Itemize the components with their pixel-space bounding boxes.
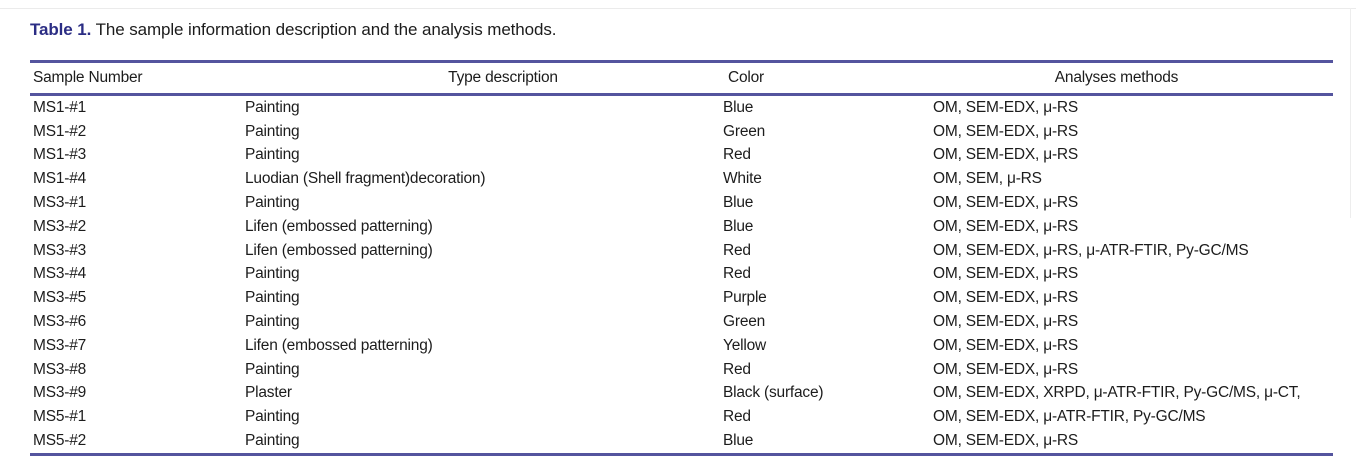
- table-row: MS3-#4 Painting Red OM, SEM-EDX, μ-RS: [30, 263, 1333, 287]
- cell-analyses-methods: OM, SEM-EDX, μ-RS: [933, 122, 1079, 140]
- cell-sample-number: MS3-#3: [33, 241, 87, 259]
- table-row: MS3-#8 Painting Red OM, SEM-EDX, μ-RS: [30, 358, 1333, 382]
- cell-type-description: Painting: [245, 289, 300, 307]
- table-caption: Table 1. The sample information descript…: [30, 18, 1333, 42]
- cell-color: Red: [723, 408, 751, 426]
- cell-sample-number: MS3-#2: [33, 217, 87, 235]
- cell-color: Green: [723, 122, 766, 140]
- table-row: MS3-#3 Lifen (embossed patterning) Red OM, …: [30, 239, 1333, 263]
- cell-color: Green: [723, 313, 766, 331]
- table-row: MS1-#2 Painting Green OM, SEM-EDX, μ-RS: [30, 120, 1333, 144]
- cell-sample-number: MS3-#7: [33, 336, 87, 354]
- cell-sample-number: MS3-#1: [33, 194, 87, 212]
- cell-color: Blue: [723, 217, 754, 235]
- table-body: MS1-#1 Painting Blue OM, SEM-EDX, μ-RS MS1-#…: [30, 96, 1333, 453]
- cell-sample-number: MS3-#5: [33, 289, 87, 307]
- cell-type-description: Painting: [245, 122, 300, 140]
- cell-sample-number: MS5-#2: [33, 432, 87, 450]
- cell-color: Red: [723, 146, 751, 164]
- cell-type-description: Plaster: [245, 384, 292, 402]
- column-header-color: Color: [727, 69, 765, 86]
- cell-sample-number: MS1-#4: [33, 170, 87, 188]
- page-right-divider: [1350, 8, 1351, 218]
- table-row: MS1-#4 Luodian (Shell fragment)decoration…: [30, 167, 1333, 191]
- cell-sample-number: MS3-#8: [33, 360, 87, 378]
- sample-information-table: Sample Number Type description Color Ana…: [30, 63, 1333, 93]
- page-top-divider: [0, 8, 1356, 9]
- cell-analyses-methods: OM, SEM-EDX, XRPD, μ-ATR-FTIR, Py-GC/MS,…: [933, 384, 1301, 402]
- cell-type-description: Painting: [245, 408, 300, 426]
- cell-type-description: Painting: [245, 194, 300, 212]
- cell-analyses-methods: OM, SEM-EDX, μ-RS: [933, 432, 1079, 450]
- table-top-rule: [30, 60, 1333, 63]
- column-header-type-description: Type description: [448, 69, 558, 86]
- cell-analyses-methods: OM, SEM-EDX, μ-RS: [933, 336, 1079, 354]
- table-row: MS1-#1 Painting Blue OM, SEM-EDX, μ-RS: [30, 96, 1333, 120]
- cell-sample-number: MS3-#6: [33, 313, 87, 331]
- table-header-row: Sample Number Type description Color Ana…: [30, 63, 1333, 93]
- cell-color: Blue: [723, 98, 754, 116]
- cell-type-description: Painting: [245, 146, 300, 164]
- table-bottom-rule: [30, 452, 1333, 456]
- cell-type-description: Painting: [245, 98, 300, 116]
- cell-analyses-methods: OM, SEM-EDX, μ-RS: [933, 98, 1079, 116]
- cell-color: White: [723, 170, 762, 188]
- cell-analyses-methods: OM, SEM-EDX, μ-RS: [933, 289, 1079, 307]
- cell-color: Red: [723, 265, 751, 283]
- table-row: MS5-#2 Painting Blue OM, SEM-EDX, μ-RS: [30, 429, 1333, 453]
- cell-type-description: Painting: [245, 360, 300, 378]
- table-row: MS3-#5 Painting Purple OM, SEM-EDX, μ-RS: [30, 286, 1333, 310]
- column-header-sample-number: Sample Number: [33, 69, 143, 86]
- table-caption-label: Table 1.: [30, 20, 92, 39]
- column-header-analyses-methods: Analyses methods: [1054, 69, 1179, 86]
- cell-analyses-methods: OM, SEM-EDX, μ-ATR-FTIR, Py-GC/MS: [933, 408, 1206, 426]
- cell-analyses-methods: OM, SEM-EDX, μ-RS, μ-ATR-FTIR, Py-GC/MS: [933, 241, 1249, 259]
- table-row: MS5-#1 Painting Red OM, SEM-EDX, μ-ATR-FTIR…: [30, 405, 1333, 429]
- cell-analyses-methods: OM, SEM-EDX, μ-RS: [933, 313, 1079, 331]
- cell-analyses-methods: OM, SEM-EDX, μ-RS: [933, 146, 1079, 164]
- table-1-block: Table 1. The sample information descript…: [30, 18, 1333, 456]
- cell-type-description: Luodian (Shell fragment)decoration): [245, 170, 486, 188]
- table-row: MS3-#9 Plaster Black (surface) OM, SEM-EDX,…: [30, 382, 1333, 406]
- cell-type-description: Painting: [245, 313, 300, 331]
- cell-type-description: Painting: [245, 432, 300, 450]
- cell-sample-number: MS3-#9: [33, 384, 87, 402]
- cell-type-description: Lifen (embossed patterning): [245, 217, 433, 235]
- cell-color: Red: [723, 360, 751, 378]
- cell-type-description: Lifen (embossed patterning): [245, 336, 433, 354]
- cell-sample-number: MS1-#2: [33, 122, 87, 140]
- table-header: Sample Number Type description Color Ana…: [30, 63, 1333, 93]
- table-row: MS3-#2 Lifen (embossed patterning) Blue OM,…: [30, 215, 1333, 239]
- table-caption-text: The sample information description and t…: [95, 20, 557, 39]
- cell-type-description: Lifen (embossed patterning): [245, 241, 433, 259]
- cell-color: Blue: [723, 432, 754, 450]
- sample-information-table-body: MS1-#1 Painting Blue OM, SEM-EDX, μ-RS MS1-#…: [30, 96, 1333, 453]
- cell-analyses-methods: OM, SEM-EDX, μ-RS: [933, 265, 1079, 283]
- table-header-rule: [30, 93, 1333, 96]
- cell-analyses-methods: OM, SEM, μ-RS: [933, 170, 1042, 188]
- cell-analyses-methods: OM, SEM-EDX, μ-RS: [933, 360, 1079, 378]
- cell-color: Purple: [723, 289, 767, 307]
- cell-color: Red: [723, 241, 751, 259]
- table-row: MS3-#6 Painting Green OM, SEM-EDX, μ-RS: [30, 310, 1333, 334]
- cell-sample-number: MS1-#3: [33, 146, 87, 164]
- table-row: MS3-#1 Painting Blue OM, SEM-EDX, μ-RS: [30, 191, 1333, 215]
- cell-color: Black (surface): [723, 384, 824, 402]
- cell-sample-number: MS5-#1: [33, 408, 87, 426]
- cell-type-description: Painting: [245, 265, 300, 283]
- table-row: MS3-#7 Lifen (embossed patterning) Yellow O…: [30, 334, 1333, 358]
- cell-sample-number: MS1-#1: [33, 98, 87, 116]
- cell-color: Blue: [723, 194, 754, 212]
- cell-sample-number: MS3-#4: [33, 265, 87, 283]
- cell-analyses-methods: OM, SEM-EDX, μ-RS: [933, 194, 1079, 212]
- cell-analyses-methods: OM, SEM-EDX, μ-RS: [933, 217, 1079, 235]
- cell-color: Yellow: [723, 336, 767, 354]
- table-row: MS1-#3 Painting Red OM, SEM-EDX, μ-RS: [30, 144, 1333, 168]
